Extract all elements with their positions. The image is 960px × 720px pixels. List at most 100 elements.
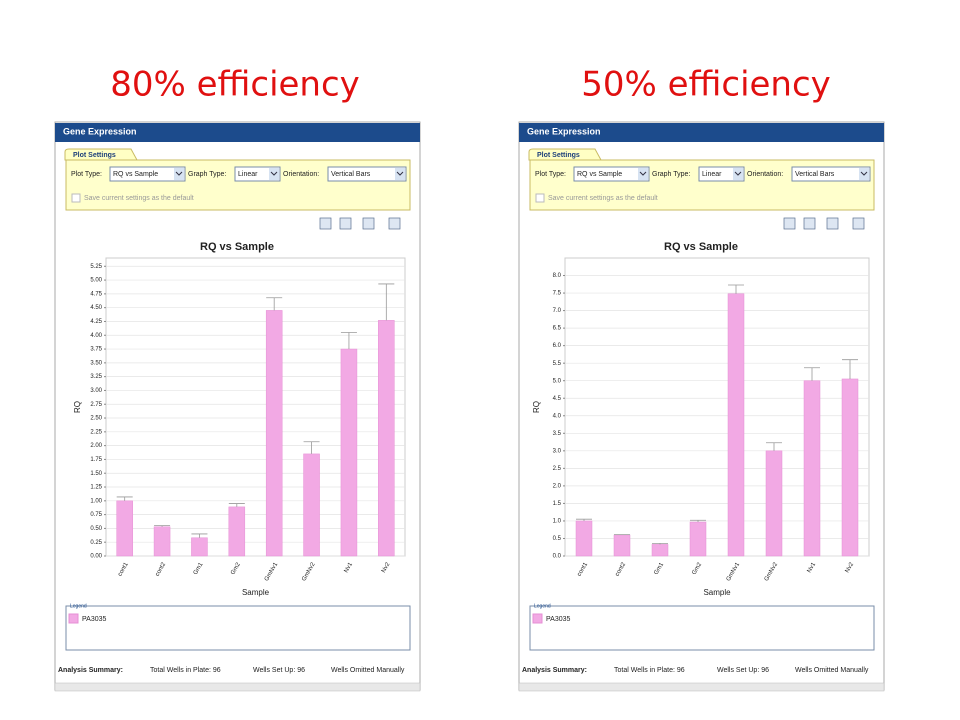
toolbar-icon[interactable]	[826, 217, 839, 230]
bar	[651, 544, 669, 557]
bar	[228, 506, 246, 557]
title-bar	[519, 123, 884, 142]
y-tick-label: 1.5	[553, 501, 562, 507]
dropdown-button[interactable]	[733, 168, 743, 180]
x-axis-label: Sample	[703, 588, 731, 597]
dropdown[interactable]	[327, 166, 407, 182]
chart-title: RQ vs Sample	[200, 241, 274, 253]
dropdown[interactable]	[109, 166, 186, 182]
dropdown-value[interactable]: Vertical Bars	[795, 171, 835, 178]
field-label: Orientation:	[283, 171, 319, 178]
dropdown-arrow	[270, 171, 278, 176]
field-label: Orientation:	[747, 171, 783, 178]
y-tick-label: 4.25	[90, 319, 102, 325]
y-tick-label: 6.5	[553, 326, 562, 332]
dropdown[interactable]	[234, 166, 281, 182]
error-bar	[116, 496, 133, 501]
error-bar	[652, 542, 668, 545]
bar	[575, 520, 593, 557]
toolbar-icon[interactable]	[803, 217, 816, 230]
dropdown-button[interactable]	[395, 168, 405, 180]
bar	[841, 378, 859, 557]
y-tick-label: 2.25	[90, 429, 102, 435]
y-tick-label: 3.75	[90, 347, 102, 353]
dropdown-button[interactable]	[859, 168, 869, 180]
chart-title: RQ vs Sample	[664, 241, 738, 253]
dropdown-arrow	[860, 171, 868, 176]
dropdown-value[interactable]: RQ vs Sample	[577, 171, 622, 178]
y-tick-label: 0.5	[553, 536, 562, 542]
legend-box	[529, 605, 875, 651]
y-tick-label: 0.75	[90, 512, 102, 518]
dropdown-button[interactable]	[174, 168, 184, 180]
dropdown-value[interactable]: Linear	[238, 171, 258, 178]
y-tick-label: 3.00	[90, 388, 102, 394]
y-tick-label: 2.75	[90, 402, 102, 408]
y-tick-label: 2.00	[90, 443, 102, 449]
dropdown-button[interactable]	[638, 168, 648, 180]
dropdown[interactable]	[573, 166, 650, 182]
y-tick-label: 4.00	[90, 333, 102, 339]
field-label: Graph Type:	[652, 171, 690, 178]
bar	[191, 537, 208, 557]
y-tick-label: 2.0	[553, 483, 562, 489]
checkbox-label: Save current settings as the default	[548, 195, 658, 202]
plot-area	[564, 257, 870, 557]
bar	[153, 526, 171, 557]
y-tick-label: 5.5	[553, 361, 562, 367]
error-bar	[842, 359, 858, 379]
x-axis-label: Sample	[242, 588, 270, 597]
bar	[803, 380, 821, 557]
field-label: Graph Type:	[188, 171, 226, 178]
legend-entry: PA3035	[82, 616, 106, 623]
summary-item: Analysis Summary:	[522, 667, 587, 674]
y-tick-label: 5.0	[553, 378, 562, 384]
y-tick-label: 3.50	[90, 360, 102, 366]
checkbox-label: Save current settings as the default	[84, 195, 194, 202]
heading: 50% efficiency	[581, 65, 831, 105]
y-tick-label: 5.25	[90, 264, 102, 270]
error-bar	[804, 367, 820, 381]
legend-swatch	[68, 613, 79, 624]
bar	[340, 348, 358, 557]
error-bar	[154, 525, 171, 527]
toolbar-icon[interactable]	[339, 217, 352, 230]
dropdown-value[interactable]: RQ vs Sample	[113, 171, 158, 178]
dropdown-value[interactable]: Vertical Bars	[331, 171, 371, 178]
dropdown-button[interactable]	[269, 168, 279, 180]
status-strip	[518, 682, 885, 692]
x-tick-label: Nv1	[807, 561, 818, 574]
error-bar	[728, 284, 744, 294]
toolbar-icon[interactable]	[852, 217, 865, 230]
summary-item: Wells Omitted Manually	[331, 667, 405, 674]
y-tick-label: 1.0	[553, 519, 562, 525]
error-bar	[303, 441, 320, 454]
dropdown-arrow	[396, 171, 404, 176]
dropdown-arrow	[175, 171, 183, 176]
error-bar	[340, 332, 357, 350]
toolbar-icon[interactable]	[362, 217, 375, 230]
summary-item: Wells Set Up: 96	[253, 667, 305, 674]
field-label: Plot Type:	[535, 171, 566, 178]
y-axis-label: RQ	[532, 401, 541, 413]
y-tick-label: 4.5	[553, 396, 562, 402]
y-tick-label: 2.5	[553, 466, 562, 472]
toolbar-icon[interactable]	[388, 217, 401, 230]
toolbar-icon[interactable]	[319, 217, 332, 230]
dropdown[interactable]	[791, 166, 871, 182]
field-label: Plot Type:	[71, 171, 102, 178]
y-tick-label: 3.25	[90, 374, 102, 380]
y-tick-label: 0.50	[90, 526, 102, 532]
dropdown-value[interactable]: Linear	[702, 171, 722, 178]
y-tick-label: 6.0	[553, 343, 562, 349]
y-tick-label: 8.0	[553, 273, 562, 279]
window-title: Gene Expression	[527, 126, 601, 136]
dropdown-arrow	[734, 171, 742, 176]
error-bar	[576, 518, 592, 521]
status-strip	[54, 682, 421, 692]
checkbox[interactable]	[535, 193, 545, 203]
checkbox[interactable]	[71, 193, 81, 203]
dropdown[interactable]	[698, 166, 745, 182]
toolbar-icon[interactable]	[783, 217, 796, 230]
y-tick-label: 3.0	[553, 448, 562, 454]
